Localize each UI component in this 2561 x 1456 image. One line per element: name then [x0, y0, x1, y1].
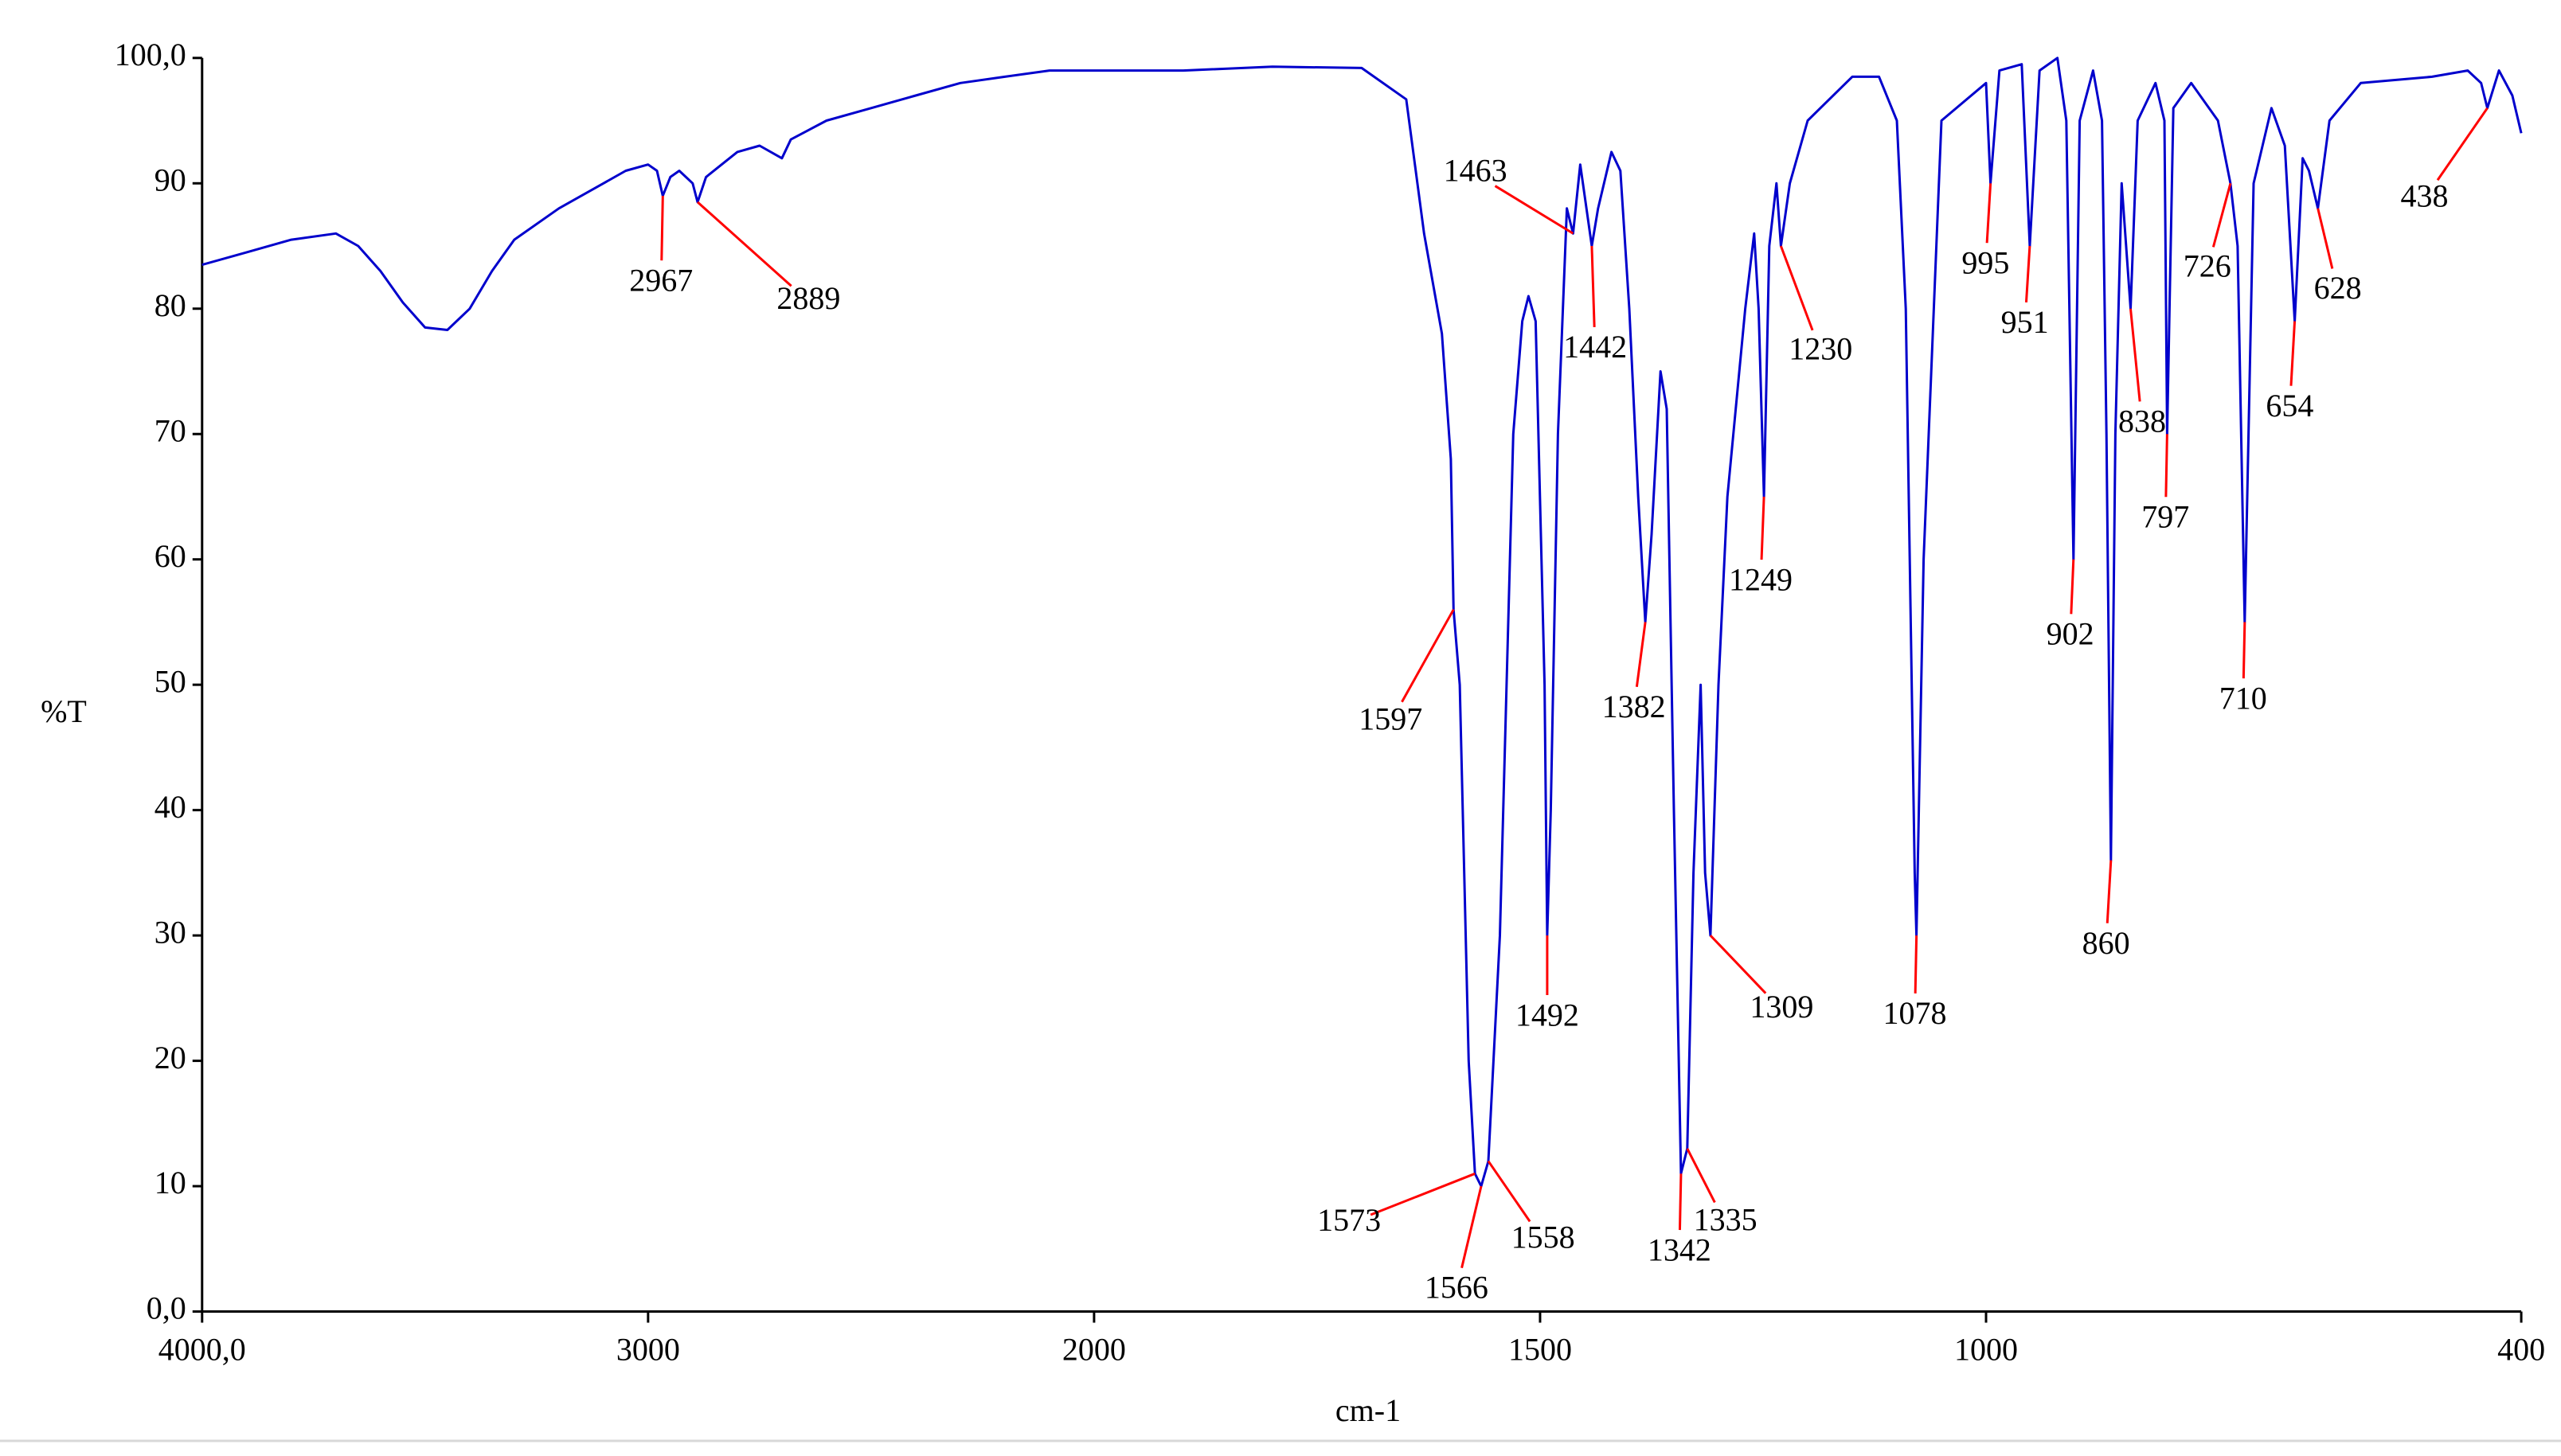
- peak-marker: [1494, 185, 1574, 235]
- x-tick-label: 2000: [1062, 1332, 1126, 1368]
- peak-label: 1342: [1648, 1232, 1711, 1267]
- peak-label: 995: [1961, 244, 2009, 280]
- spectrum-line: [201, 57, 2523, 1188]
- peak-marker: [2436, 107, 2489, 182]
- peak-marker: [2164, 434, 2168, 498]
- peak-label: 797: [2141, 499, 2189, 535]
- peak-marker: [1635, 622, 1647, 688]
- peak-marker: [1914, 935, 1918, 993]
- peak-label: 1309: [1750, 989, 1813, 1025]
- peak-marker: [2317, 208, 2334, 269]
- peak-label: 951: [2001, 304, 2049, 340]
- peak-marker: [1370, 1172, 1476, 1216]
- y-tick-label: 20: [154, 1040, 186, 1075]
- peak-label: 726: [2184, 248, 2231, 284]
- y-axis-label: %T: [41, 693, 87, 729]
- x-tick-label: 4000,0: [158, 1332, 246, 1368]
- peak-label: 654: [2266, 388, 2313, 424]
- peak-label: 1566: [1425, 1269, 1488, 1305]
- x-tick-label: 1500: [1508, 1332, 1572, 1368]
- peak-label: 1463: [1444, 153, 1507, 189]
- peak-marker: [1590, 245, 1596, 328]
- peak-label: 1078: [1883, 995, 1947, 1031]
- peak-label: 1230: [1789, 330, 1852, 366]
- peak-label: 838: [2118, 404, 2166, 439]
- peak-label: 1335: [1694, 1202, 1758, 1238]
- peak-label: 1573: [1317, 1202, 1381, 1238]
- peak-label: 1382: [1602, 689, 1666, 724]
- peak-marker: [1401, 608, 1455, 703]
- peak-label: 902: [2047, 616, 2094, 652]
- x-tick-label: 3000: [616, 1332, 680, 1368]
- peak-label: 628: [2314, 270, 2362, 306]
- peak-label: 1442: [1563, 329, 1627, 365]
- peak-label: 1558: [1511, 1220, 1575, 1255]
- peak-label: 710: [2219, 680, 2267, 716]
- y-tick-label: 90: [154, 162, 186, 197]
- peak-marker: [1460, 1185, 1483, 1269]
- peak-label: 1492: [1515, 997, 1579, 1032]
- peak-marker: [2242, 622, 2246, 679]
- y-tick-label: 100,0: [115, 37, 186, 72]
- peak-marker: [2289, 321, 2297, 386]
- x-tick-label: 1000: [1954, 1332, 2018, 1368]
- y-tick-label: 0,0: [147, 1290, 186, 1326]
- peak-marker: [2070, 559, 2075, 615]
- peak-marker: [697, 201, 792, 287]
- peak-label: 2889: [776, 280, 840, 316]
- peak-marker: [1709, 935, 1767, 994]
- peak-label: 2967: [629, 262, 693, 298]
- peak-marker: [2105, 860, 2113, 923]
- peak-marker: [1487, 1160, 1531, 1223]
- y-tick-label: 60: [154, 538, 186, 574]
- peak-label: 1249: [1729, 561, 1793, 597]
- peak-marker: [2129, 308, 2141, 402]
- peak-marker: [1779, 245, 1814, 331]
- peak-marker: [1760, 496, 1765, 560]
- peak-marker: [2024, 245, 2031, 303]
- peak-marker: [660, 195, 664, 261]
- peak-label: 1597: [1359, 701, 1422, 736]
- peak-label: 438: [2400, 178, 2448, 213]
- y-tick-label: 40: [154, 789, 186, 825]
- y-tick-label: 30: [154, 914, 186, 950]
- y-tick-label: 50: [154, 663, 186, 699]
- peak-label: 860: [2082, 925, 2130, 961]
- peak-marker: [1678, 1173, 1683, 1231]
- y-tick-label: 80: [154, 287, 186, 323]
- y-tick-label: 10: [154, 1165, 186, 1200]
- x-axis-label: cm-1: [1335, 1392, 1401, 1428]
- peak-marker: [1985, 183, 1992, 244]
- y-tick-label: 70: [154, 412, 186, 448]
- x-tick-label: 400: [2497, 1332, 2545, 1368]
- peak-marker: [1686, 1148, 1716, 1204]
- peak-marker: [2211, 182, 2232, 248]
